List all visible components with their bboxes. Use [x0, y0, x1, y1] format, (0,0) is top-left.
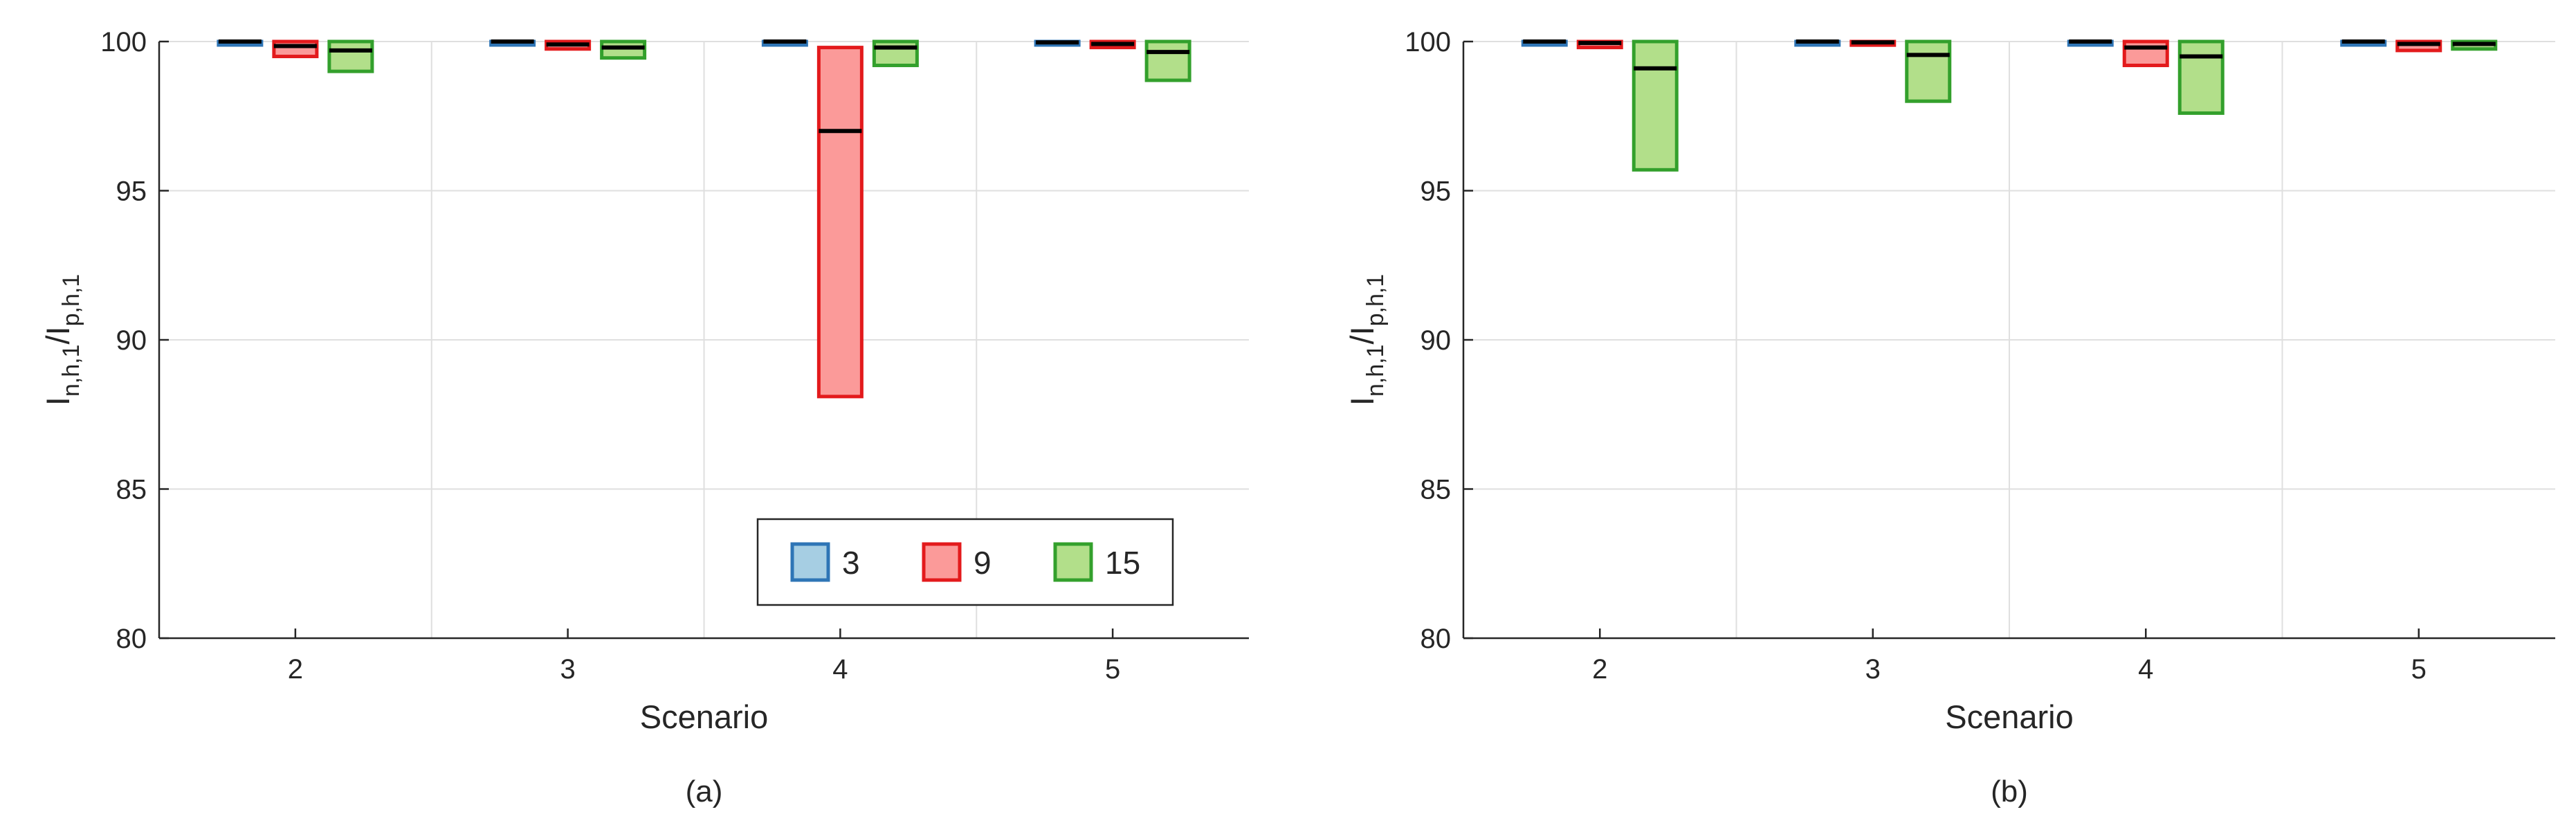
y-tick-label: 100 — [1405, 27, 1451, 57]
y-axis-label-part: /I — [1344, 326, 1380, 344]
box-series-15-scenario-5 — [2451, 39, 2498, 51]
box-series-15-scenario-5 — [1144, 39, 1191, 82]
y-axis-label-part: I — [1344, 397, 1380, 406]
y-tick-label: 100 — [100, 27, 147, 57]
box-series-9-scenario-3 — [545, 39, 592, 51]
box-series-15-scenario-2 — [327, 39, 374, 73]
y-tick-label: 80 — [1421, 624, 1452, 654]
x-tick-label: 3 — [560, 654, 576, 685]
legend-label-15: 15 — [1105, 545, 1140, 581]
x-tick-label: 2 — [1592, 654, 1607, 685]
box — [2177, 39, 2225, 115]
box-series-3-scenario-2 — [1521, 39, 1568, 47]
y-tick-label: 90 — [116, 325, 147, 356]
box-series-3-scenario-5 — [2340, 39, 2387, 47]
box-series-3-scenario-5 — [1034, 39, 1081, 47]
y-axis-label-part: I — [39, 397, 76, 406]
x-tick-label: 3 — [1865, 654, 1881, 685]
y-axis-label: In,h,1/Ip,h,1 — [1344, 274, 1389, 406]
x-tick-label: 4 — [2138, 654, 2153, 685]
box — [327, 39, 374, 73]
box-series-15-scenario-4 — [2177, 39, 2225, 115]
box — [2122, 39, 2169, 67]
box — [272, 39, 319, 59]
y-axis-label: In,h,1/Ip,h,1 — [39, 274, 84, 406]
box-series-3-scenario-3 — [1794, 39, 1841, 47]
box-series-15-scenario-2 — [1632, 39, 1679, 172]
box-series-9-scenario-5 — [1089, 39, 1136, 50]
box — [816, 46, 864, 399]
y-axis-label-subscript: n,h,1 — [58, 345, 84, 397]
box — [1905, 39, 1952, 103]
box — [1144, 39, 1191, 82]
legend-swatch-15 — [1053, 542, 1093, 582]
box — [872, 39, 919, 67]
panel-caption: (a) — [686, 775, 723, 808]
panel-a: 80 85 90 95 100 2 3 4 5 Scenario In,h,1/Ip,h,1 (a) 3… — [39, 27, 1249, 808]
panel-b: 80 85 90 95 100 2 3 4 5 Scenario In,h,1/Ip,h,1 (b) — [1344, 27, 2555, 808]
box — [600, 39, 647, 60]
legend-swatch-9 — [922, 542, 962, 582]
y-axis-label-subscript: n,h,1 — [1362, 345, 1389, 397]
y-axis-label-subscript: p,h,1 — [58, 274, 84, 327]
box-series-3-scenario-4 — [2067, 39, 2114, 47]
y-axis-label-part: /I — [39, 326, 76, 344]
box-series-9-scenario-4 — [816, 46, 864, 399]
box-series-9-scenario-5 — [2395, 39, 2442, 53]
box-series-9-scenario-4 — [2122, 39, 2169, 67]
y-tick-label: 90 — [1421, 325, 1452, 356]
box-series-15-scenario-4 — [872, 39, 919, 67]
box-series-9-scenario-2 — [1576, 39, 1623, 50]
box-series-3-scenario-2 — [217, 39, 264, 47]
box-series-15-scenario-3 — [1905, 39, 1952, 103]
legend-label-3: 3 — [842, 545, 860, 581]
box-series-3-scenario-3 — [489, 39, 536, 47]
x-axis-label: Scenario — [640, 698, 769, 735]
x-tick-label: 5 — [2411, 654, 2427, 685]
box-series-3-scenario-4 — [761, 39, 808, 47]
box-series-9-scenario-2 — [272, 39, 319, 59]
y-tick-label: 95 — [116, 177, 147, 207]
box-series-15-scenario-3 — [600, 39, 647, 60]
box — [1632, 39, 1679, 172]
legend-swatch-3 — [790, 542, 830, 582]
panel-caption: (b) — [1991, 775, 2028, 808]
y-tick-label: 80 — [116, 624, 147, 654]
y-tick-label: 85 — [116, 475, 147, 505]
x-tick-label: 2 — [288, 654, 303, 685]
legend: 3 9 15 — [756, 518, 1174, 606]
x-axis-label: Scenario — [1945, 698, 2074, 735]
legend-label-9: 9 — [974, 545, 992, 581]
y-tick-label: 85 — [1421, 475, 1452, 505]
x-tick-label: 4 — [832, 654, 848, 685]
y-axis-label-subscript: p,h,1 — [1362, 274, 1389, 327]
x-tick-label: 5 — [1105, 654, 1120, 685]
y-tick-label: 95 — [1421, 177, 1452, 207]
box-series-9-scenario-3 — [1849, 39, 1897, 47]
